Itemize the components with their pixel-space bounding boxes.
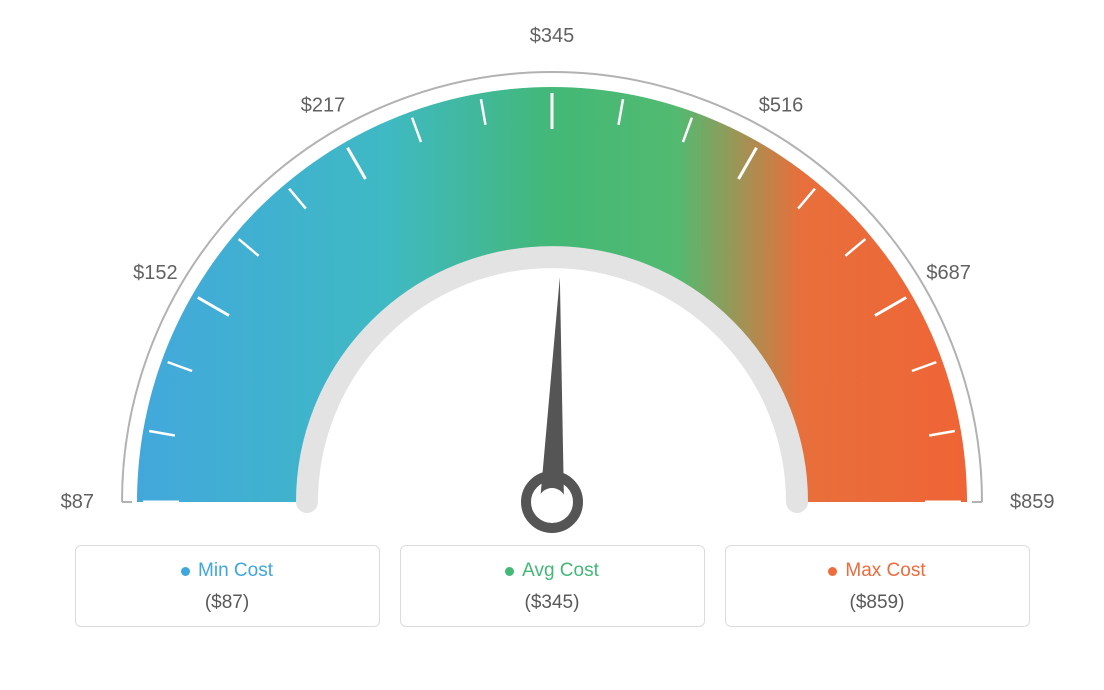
legend-value: ($859) [726,592,1029,614]
legend-dot-min [181,567,190,576]
svg-text:$217: $217 [301,94,346,116]
legend-label: Min Cost [198,560,273,582]
svg-text:$859: $859 [1010,491,1055,513]
svg-text:$87: $87 [61,491,94,513]
gauge-svg: $87 $152 $217 $345 $516 $687 $859 [0,0,1104,560]
svg-text:$152: $152 [133,262,178,284]
legend-top: Min Cost [76,560,379,582]
legend-top: Max Cost [726,560,1029,582]
svg-text:$687: $687 [926,262,971,284]
legend-value: ($345) [401,592,704,614]
svg-text:$516: $516 [759,94,804,116]
legend-value: ($87) [76,592,379,614]
svg-text:$345: $345 [530,25,575,47]
legend-label: Avg Cost [522,560,599,582]
gauge-chart: $87 $152 $217 $345 $516 $687 $859 [0,0,1104,560]
legend-top: Avg Cost [401,560,704,582]
legend-dot-avg [505,567,514,576]
legend-dot-max [828,567,837,576]
legend-label: Max Cost [845,560,925,582]
